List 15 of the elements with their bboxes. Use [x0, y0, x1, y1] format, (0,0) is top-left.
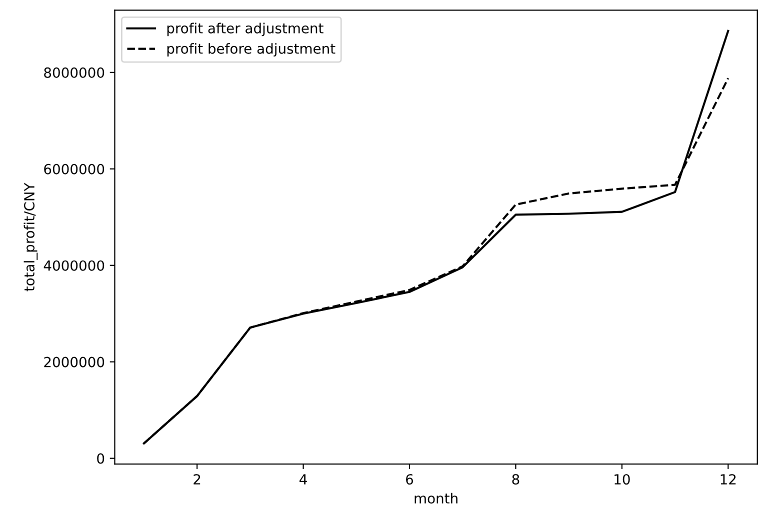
- y-axis-title: total_profit/CNY: [24, 182, 38, 292]
- legend-label: profit after adjustment: [167, 22, 324, 36]
- legend-label: profit before adjustment: [167, 43, 336, 57]
- x-tick-label: 6: [406, 474, 414, 485]
- y-tick-label: 6000000: [44, 164, 104, 174]
- x-tick-label: 8: [512, 474, 520, 485]
- x-axis-title: month: [414, 492, 458, 504]
- x-tick-label: 10: [614, 474, 630, 485]
- x-tick-label: 12: [720, 474, 736, 484]
- y-tick-label: 2000000: [44, 356, 104, 368]
- y-tick-label: 8000000: [44, 67, 104, 78]
- x-tick-label: 4: [300, 474, 307, 484]
- y-tick-label: 0: [97, 453, 104, 464]
- x-tick-label: 2: [194, 474, 200, 484]
- y-tick-label: 4000000: [44, 260, 104, 271]
